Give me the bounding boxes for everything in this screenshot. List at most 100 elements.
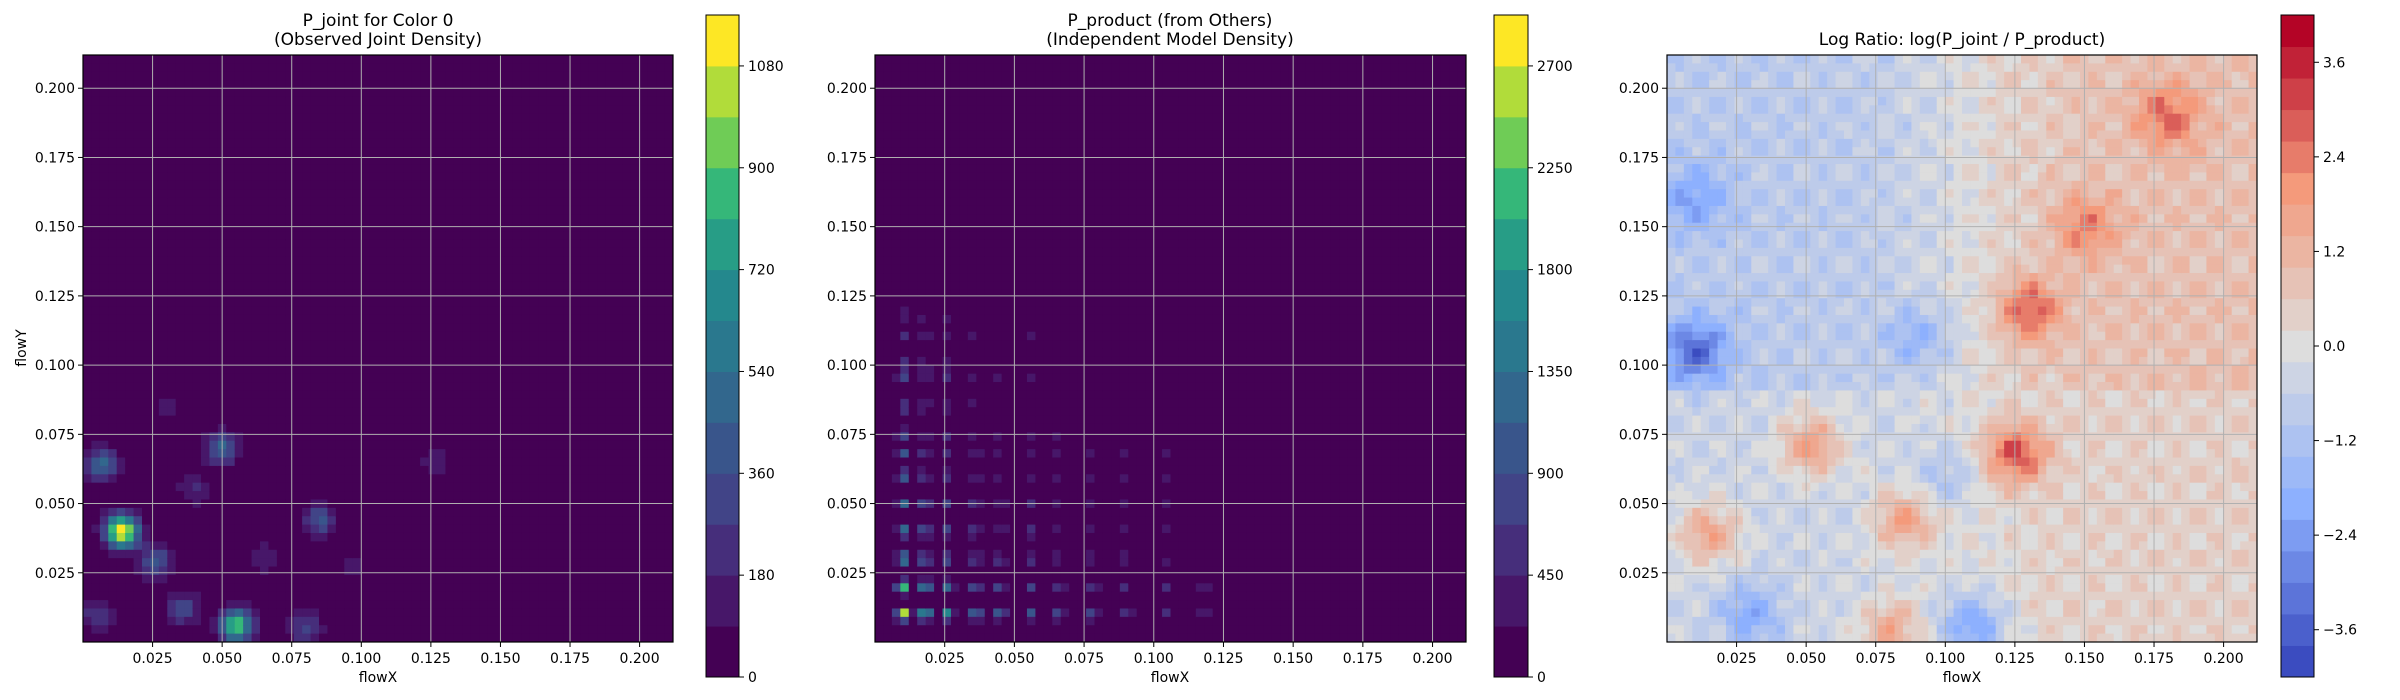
heatmap-cell — [437, 356, 447, 366]
heatmap-cell — [664, 608, 673, 618]
heatmap-cell — [386, 130, 396, 140]
heatmap-cell — [310, 507, 320, 517]
heatmap-cell — [462, 390, 472, 400]
heatmap-cell — [352, 423, 362, 433]
heatmap-cell — [260, 482, 270, 492]
heatmap-cell — [268, 348, 278, 358]
heatmap-cell — [546, 516, 556, 526]
heatmap-cell — [268, 113, 278, 123]
heatmap-cell — [580, 600, 590, 610]
heatmap-cell — [580, 398, 590, 408]
heatmap-cell — [142, 147, 152, 157]
heatmap-cell — [462, 608, 472, 618]
heatmap-cell — [420, 314, 430, 324]
heatmap-cell — [251, 474, 261, 484]
heatmap-cell — [276, 365, 286, 375]
heatmap-cell — [546, 608, 556, 618]
heatmap-cell — [647, 164, 657, 173]
heatmap-cell — [479, 331, 489, 341]
heatmap-cell — [875, 113, 885, 123]
heatmap-cell — [529, 205, 539, 215]
heatmap-cell — [201, 382, 211, 392]
heatmap-cell — [538, 440, 548, 450]
heatmap-cell — [563, 180, 573, 190]
heatmap-cell — [614, 180, 624, 190]
heatmap-cell — [293, 180, 303, 190]
heatmap-cell — [630, 314, 640, 324]
heatmap-cell — [83, 314, 93, 324]
heatmap-cell — [521, 398, 531, 408]
heatmap-cell — [386, 449, 396, 459]
heatmap-cell — [133, 474, 143, 484]
heatmap-cell — [133, 365, 143, 375]
heatmap-cell — [158, 415, 168, 425]
heatmap-cell — [327, 407, 337, 417]
heatmap-cell — [403, 281, 413, 291]
heatmap-cell — [260, 566, 270, 576]
heatmap-cell — [580, 423, 590, 433]
heatmap-cell — [142, 474, 152, 484]
heatmap-cell — [226, 289, 236, 299]
heatmap-cell — [605, 432, 615, 442]
heatmap-cell — [319, 633, 329, 642]
heatmap-cell — [234, 264, 244, 274]
heatmap-cell — [125, 88, 135, 98]
heatmap-cell — [260, 205, 270, 215]
heatmap-cell — [327, 465, 337, 475]
heatmap-cell — [588, 432, 598, 442]
heatmap-cell — [125, 591, 135, 601]
heatmap-cell — [462, 189, 472, 199]
heatmap-cell — [546, 189, 556, 199]
heatmap-cell — [487, 566, 497, 576]
heatmap-cell — [656, 231, 666, 241]
heatmap-cell — [462, 138, 472, 148]
heatmap-cell — [479, 138, 489, 148]
heatmap-cell — [99, 88, 109, 98]
heatmap-cell — [597, 608, 607, 618]
heatmap-cell — [462, 113, 472, 123]
heatmap-cell — [285, 390, 295, 400]
heatmap-cell — [108, 314, 118, 324]
heatmap-cell — [445, 516, 455, 526]
heatmap-cell — [167, 348, 177, 358]
heatmap-cell — [352, 616, 362, 626]
heatmap-cell — [487, 147, 497, 157]
heatmap-cell — [327, 205, 337, 215]
heatmap-cell — [411, 197, 421, 207]
heatmap-cell — [647, 256, 657, 266]
heatmap-cell — [386, 105, 396, 115]
heatmap-cell — [555, 180, 565, 190]
heatmap-cell — [243, 239, 253, 249]
heatmap-cell — [175, 574, 185, 584]
heatmap-cell — [521, 415, 531, 425]
heatmap-cell — [175, 373, 185, 383]
heatmap-cell — [529, 549, 539, 559]
heatmap-cell — [411, 205, 421, 215]
heatmap-cell — [403, 155, 413, 165]
heatmap-cell — [150, 231, 160, 241]
heatmap-cell — [276, 415, 286, 425]
heatmap-cell — [875, 55, 885, 64]
heatmap-cell — [453, 138, 463, 148]
heatmap-cell — [664, 616, 673, 626]
heatmap-cell — [403, 583, 413, 593]
heatmap-cell — [175, 264, 185, 274]
heatmap-cell — [479, 239, 489, 249]
heatmap-cell — [445, 382, 455, 392]
heatmap-cell — [546, 440, 556, 450]
heatmap-cell — [420, 583, 430, 593]
heatmap-cell — [209, 382, 219, 392]
heatmap-cell — [521, 465, 531, 475]
heatmap-cell — [647, 541, 657, 551]
heatmap-cell — [555, 122, 565, 132]
heatmap-cell — [521, 298, 531, 308]
heatmap-cell — [192, 164, 202, 173]
heatmap-cell — [150, 180, 160, 190]
heatmap-cell — [597, 549, 607, 559]
heatmap-cell — [529, 281, 539, 291]
heatmap-cell — [192, 147, 202, 157]
heatmap-cell — [546, 390, 556, 400]
heatmap-cell — [420, 574, 430, 584]
heatmap-cell — [571, 172, 581, 182]
heatmap-cell — [99, 298, 109, 308]
